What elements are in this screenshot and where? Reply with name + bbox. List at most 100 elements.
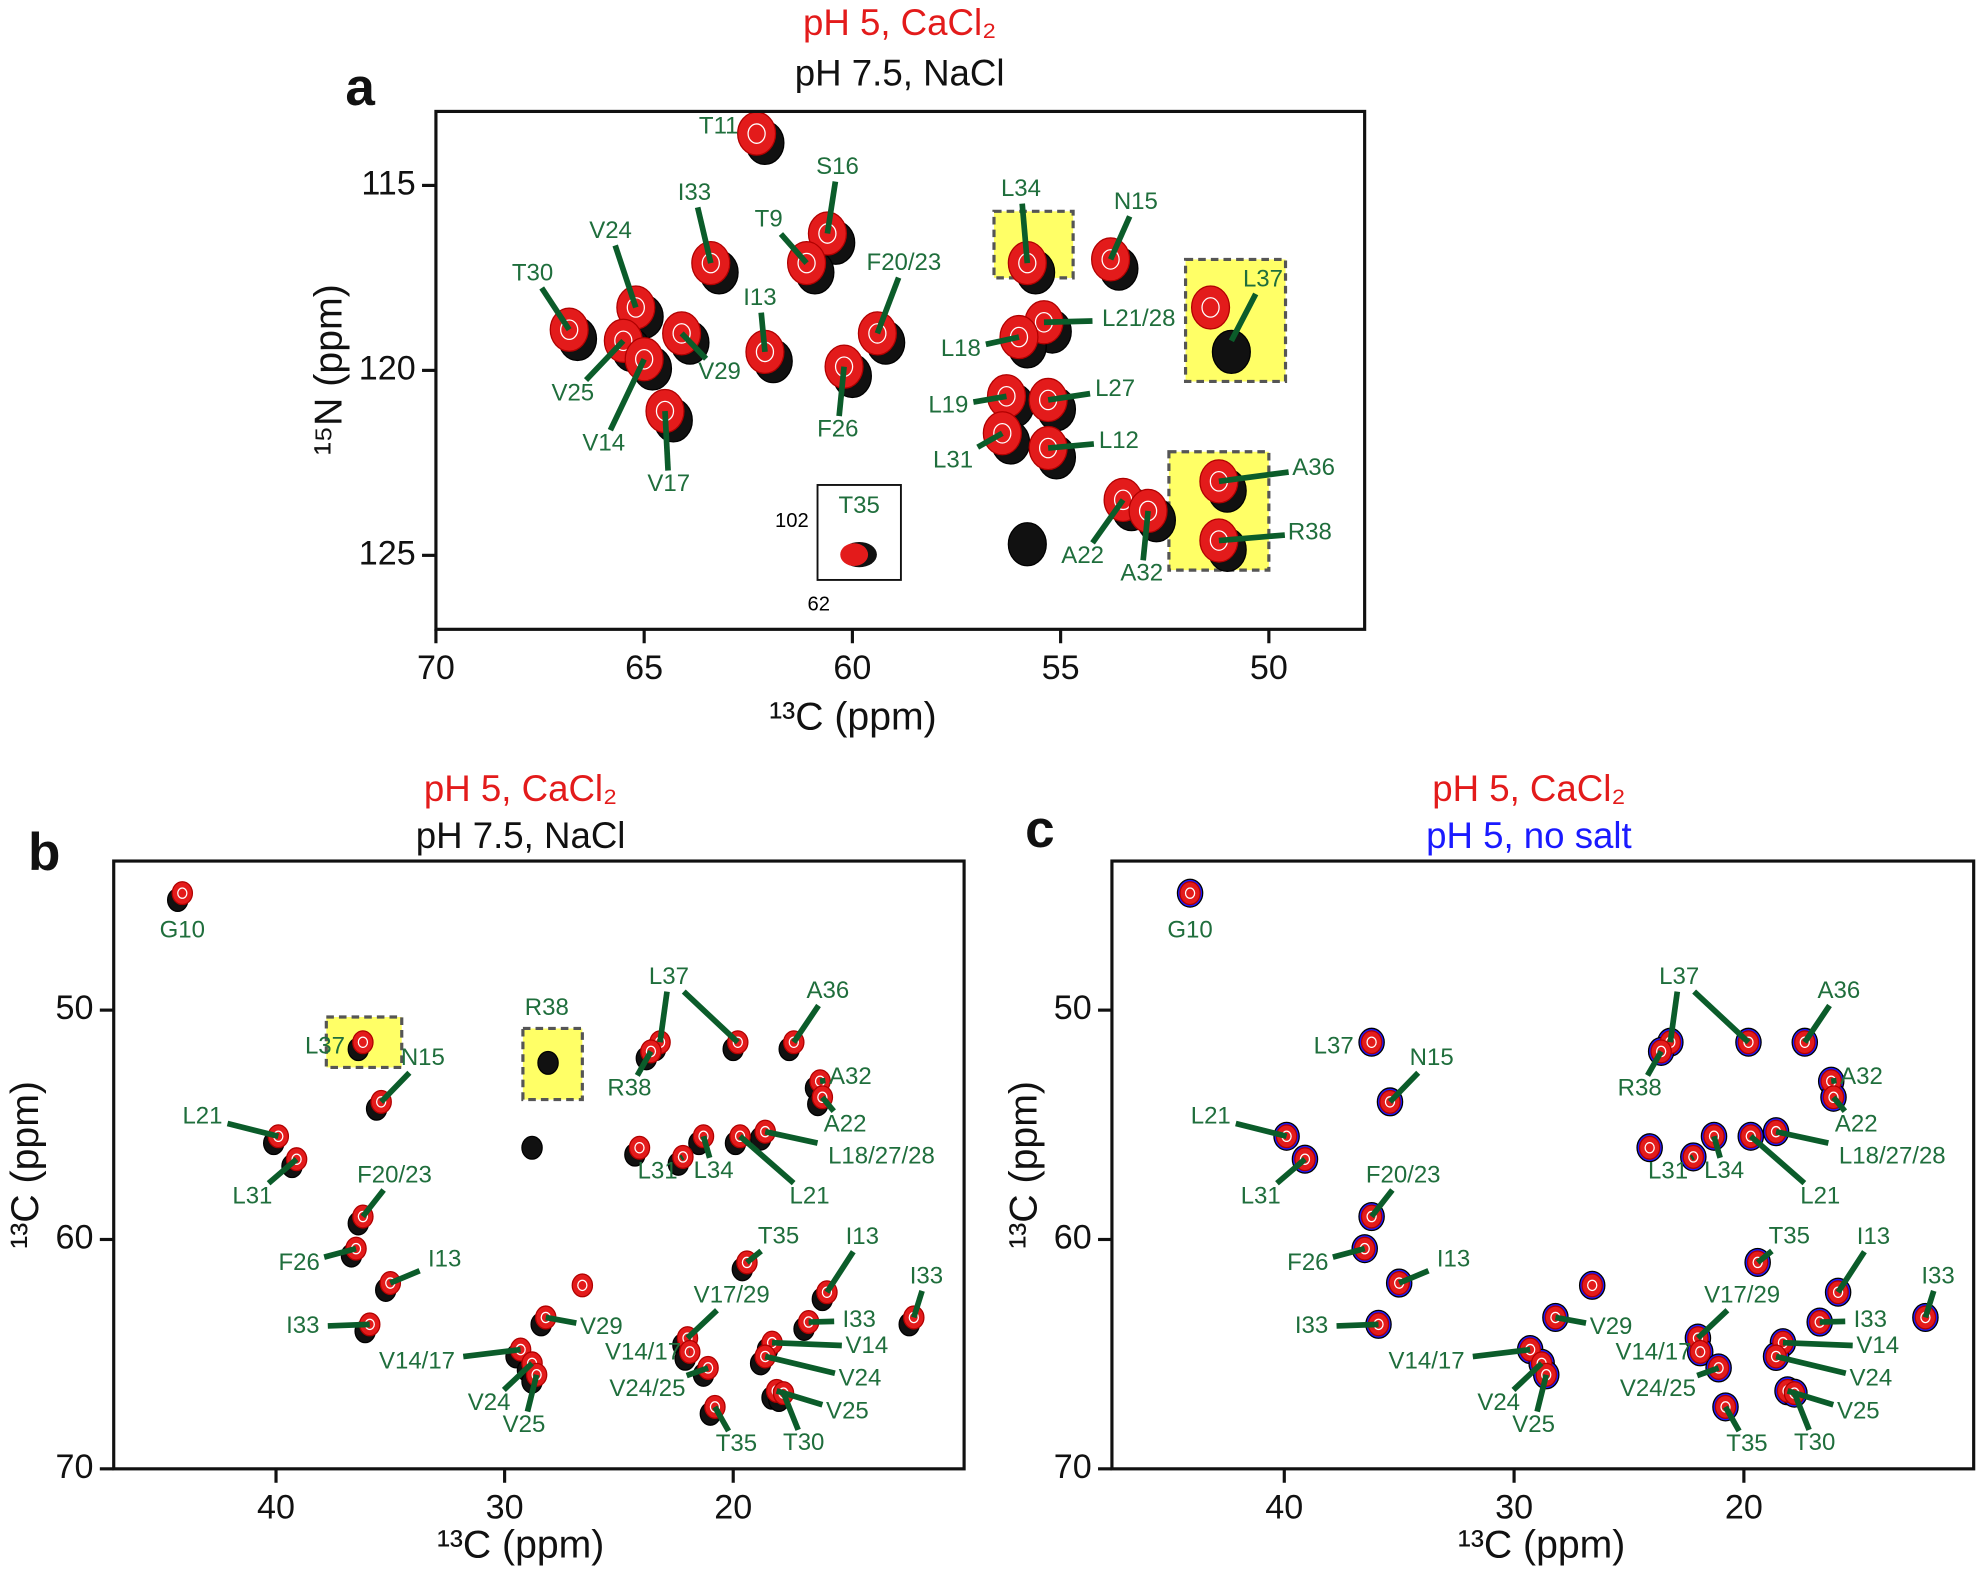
peak-label: V14/17 xyxy=(379,1348,455,1375)
leader-line xyxy=(808,1318,835,1325)
peak-label: L37 xyxy=(1659,963,1699,990)
peak xyxy=(352,1030,374,1055)
leader-line xyxy=(738,1134,796,1186)
peak-label: I13 xyxy=(428,1246,461,1273)
inset-tick-label: 62 xyxy=(808,594,830,616)
leader-line xyxy=(389,1268,421,1286)
peak-contour xyxy=(797,252,816,274)
peak-contour xyxy=(672,323,691,344)
peak-label: V25 xyxy=(503,1411,546,1438)
peak-label: L21 xyxy=(790,1182,830,1209)
peak-label: V24 xyxy=(839,1365,882,1392)
leader-line xyxy=(1645,1050,1664,1077)
peak-label: L12 xyxy=(1099,427,1139,454)
leader-line xyxy=(1782,1339,1853,1349)
leader-line xyxy=(226,1120,279,1140)
peak-label: T9 xyxy=(755,205,783,232)
leader-line xyxy=(607,358,647,432)
peak xyxy=(1682,1144,1705,1169)
leader-line xyxy=(685,1308,719,1341)
peak xyxy=(1211,329,1251,375)
peak-contour xyxy=(635,348,654,370)
peak-label: V25 xyxy=(1837,1398,1880,1425)
leader-line xyxy=(612,244,639,309)
peak-label: V14/17 xyxy=(1615,1338,1691,1365)
peak-contour xyxy=(1644,1141,1655,1154)
x-axis-label: ¹³C (ppm) xyxy=(769,696,937,739)
peak-contour xyxy=(684,1346,695,1358)
peak-label: T11 xyxy=(699,113,739,140)
peak-label: L31 xyxy=(638,1157,678,1184)
peak-label: S16 xyxy=(816,153,859,180)
peak-label: I13 xyxy=(1437,1246,1470,1273)
peak xyxy=(1638,1135,1661,1160)
peak-label: N15 xyxy=(1410,1044,1454,1071)
leader-line xyxy=(634,1050,654,1077)
leader-line xyxy=(1831,1095,1848,1114)
peak xyxy=(628,1135,651,1160)
leader-line xyxy=(1554,1314,1587,1326)
peak-contour xyxy=(357,1036,369,1048)
peak-label: V14 xyxy=(845,1332,888,1359)
leader-line xyxy=(1534,1374,1550,1413)
panel-label: a xyxy=(345,58,375,117)
leader-line xyxy=(501,1361,534,1392)
panel-label: c xyxy=(1025,800,1055,859)
peak-contour xyxy=(577,1279,588,1292)
leader-line xyxy=(1472,1346,1531,1360)
peak-label: A32 xyxy=(1840,1063,1883,1090)
peak-label: N15 xyxy=(1114,188,1158,215)
peak-label: A36 xyxy=(1818,977,1861,1004)
leader-line xyxy=(462,1346,521,1360)
leader-line xyxy=(874,276,902,335)
peak xyxy=(672,1144,694,1169)
leader-line xyxy=(1667,991,1681,1043)
leader-line xyxy=(985,334,1020,348)
leader-line xyxy=(679,1154,685,1161)
leader-line xyxy=(679,331,709,361)
peak-contour xyxy=(1743,1036,1754,1048)
peak-label: I33 xyxy=(1854,1306,1887,1333)
leader-line xyxy=(662,410,671,471)
leader-line xyxy=(778,232,809,265)
peak xyxy=(737,111,777,156)
leader-line xyxy=(1235,1120,1288,1140)
leader-line xyxy=(681,989,740,1045)
peak-label: I13 xyxy=(846,1223,879,1250)
peak-label: L18/27/28 xyxy=(1839,1142,1946,1169)
peak-contour xyxy=(291,1153,302,1165)
legend-entry: pH 5, CaCl₂ xyxy=(1432,768,1625,809)
peak-label: L19 xyxy=(928,392,968,419)
leader-line xyxy=(1689,1154,1695,1161)
peak-label: A32 xyxy=(829,1063,872,1090)
peak xyxy=(1190,285,1231,330)
leader-line xyxy=(1387,1070,1421,1104)
x-tick-label: 40 xyxy=(257,1488,295,1526)
leader-line xyxy=(791,1003,821,1044)
x-tick-label: 20 xyxy=(714,1488,752,1526)
peak-contour xyxy=(1799,1036,1810,1048)
peak-label: V25 xyxy=(1512,1411,1555,1438)
peak-contour xyxy=(626,297,645,318)
leader-line xyxy=(1108,215,1133,261)
legend-entry: pH 7.5, NaCl xyxy=(795,53,1005,94)
peak-label: I33 xyxy=(1295,1312,1328,1339)
leader-line xyxy=(1218,532,1286,544)
leader-line xyxy=(1830,1077,1837,1085)
leader-line xyxy=(1922,1290,1937,1319)
leader-line xyxy=(545,1314,577,1326)
plot-frame xyxy=(1110,859,1976,1471)
leader-line xyxy=(700,1135,713,1159)
leader-line xyxy=(745,1248,763,1265)
peak-label: L31 xyxy=(232,1183,272,1210)
plot-frame xyxy=(112,859,966,1471)
peak xyxy=(571,1273,594,1298)
x-tick-label: 20 xyxy=(1725,1488,1763,1526)
x-axis-label: ¹³C (ppm) xyxy=(437,1524,605,1567)
peak-label: V25 xyxy=(826,1398,869,1425)
peak-label: I33 xyxy=(910,1262,943,1289)
peak-contour xyxy=(1184,887,1196,899)
peak-contour xyxy=(747,123,766,144)
inset-tick-label: 102 xyxy=(775,510,809,532)
